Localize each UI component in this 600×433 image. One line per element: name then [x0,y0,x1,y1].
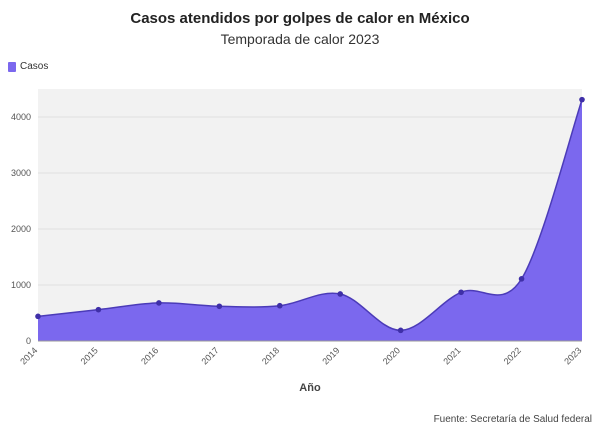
x-tick-label: 2019 [320,345,341,366]
data-point-2015[interactable] [95,306,102,313]
x-tick-label: 2021 [441,345,462,366]
x-tick-label: 2018 [260,345,281,366]
y-tick-label: 1000 [11,280,31,290]
x-tick-label: 2022 [502,345,523,366]
data-point-2022[interactable] [518,276,525,282]
chart-title: Casos atendidos por golpes de calor en M… [130,10,470,27]
data-point-2017[interactable] [216,303,223,310]
x-tick-label: 2014 [18,345,39,366]
data-point-2023[interactable] [579,96,585,103]
y-tick-label: 3000 [11,168,31,178]
y-tick-label: 4000 [11,112,31,122]
data-point-2014[interactable] [35,313,41,320]
x-axis-label: Año [299,382,321,394]
series-area-casos [38,99,582,341]
y-tick-label: 2000 [11,224,31,234]
y-tick-label: 0 [26,336,31,346]
x-tick-label: 2020 [381,345,402,366]
data-point-2018[interactable] [276,302,283,309]
source-note: Fuente: Secretaría de Salud federal [433,414,592,425]
legend[interactable]: Casos [8,61,48,72]
x-tick-label: 2015 [79,345,100,366]
x-tick-label: 2023 [562,345,583,366]
legend-swatch [8,61,16,72]
legend-label: Casos [20,61,49,72]
chart-subtitle: Temporada de calor 2023 [220,31,380,47]
data-point-2020[interactable] [397,327,404,334]
data-point-2016[interactable] [156,300,162,306]
data-point-2021[interactable] [458,289,464,296]
data-point-2019[interactable] [337,291,344,297]
x-tick-label: 2017 [200,345,221,366]
x-tick-label: 2016 [139,345,160,366]
